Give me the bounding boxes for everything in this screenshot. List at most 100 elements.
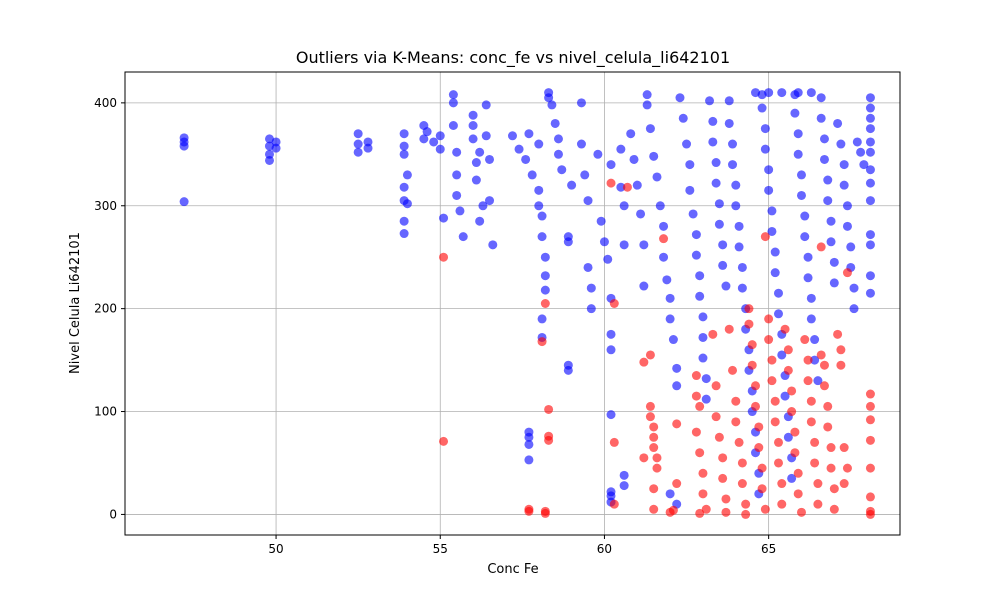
data-point (865, 401, 875, 411)
data-point (540, 299, 550, 308)
data-point (790, 448, 800, 458)
data-point (760, 124, 770, 134)
data-point (787, 473, 797, 483)
data-point (606, 345, 616, 355)
data-point (649, 484, 659, 494)
data-point (468, 110, 478, 120)
data-point (271, 143, 281, 153)
data-point (524, 439, 534, 449)
data-point (452, 170, 462, 180)
data-point (485, 154, 495, 164)
data-point (540, 271, 550, 281)
x-tick-label: 55 (433, 542, 448, 556)
data-point (764, 314, 774, 324)
y-tick-label: 0 (109, 507, 117, 521)
data-point (806, 293, 816, 303)
data-point (662, 275, 672, 285)
data-point (714, 199, 724, 209)
data-point (718, 260, 728, 270)
data-point (829, 504, 839, 514)
data-point (399, 149, 409, 159)
data-point (803, 273, 813, 283)
data-point (800, 211, 810, 221)
data-point (179, 197, 189, 207)
data-point (849, 283, 859, 293)
data-point (619, 481, 629, 491)
data-point (691, 391, 701, 401)
data-point (701, 394, 711, 404)
data-point (813, 479, 823, 489)
data-point (544, 93, 554, 103)
data-point (524, 129, 534, 139)
data-point (481, 100, 491, 110)
data-point (264, 149, 274, 159)
data-point (780, 391, 790, 401)
data-point (691, 427, 701, 437)
data-point (718, 240, 728, 250)
data-point (793, 149, 803, 159)
data-point (737, 262, 747, 272)
y-tick-label: 300 (94, 199, 117, 213)
data-point (422, 127, 432, 137)
data-point (865, 435, 875, 445)
data-point (751, 381, 761, 391)
data-point (816, 350, 826, 360)
data-point (865, 240, 875, 250)
data-point (652, 453, 662, 463)
data-point (737, 458, 747, 468)
data-point (652, 463, 662, 473)
y-axis-label: Nivel Celula Li642101 (68, 232, 83, 374)
data-point (813, 376, 823, 386)
data-point (642, 90, 652, 100)
data-point (652, 172, 662, 182)
data-point (508, 131, 517, 141)
data-point (737, 479, 747, 489)
data-point (452, 190, 462, 200)
data-point (718, 473, 728, 483)
data-point (839, 479, 849, 489)
data-point (836, 139, 846, 149)
data-point (402, 170, 412, 180)
data-point (455, 206, 465, 216)
data-point (399, 216, 409, 226)
data-point (728, 160, 738, 170)
data-point (537, 211, 547, 221)
data-point (773, 437, 783, 447)
data-point (754, 422, 764, 432)
data-point (665, 293, 675, 303)
data-point (698, 468, 708, 478)
data-point (839, 160, 849, 170)
data-point (865, 196, 875, 206)
data-point (524, 432, 534, 442)
data-point (711, 381, 721, 391)
data-point (819, 381, 829, 391)
data-point (695, 448, 705, 458)
data-point (672, 363, 682, 373)
data-point (675, 93, 685, 103)
data-point (800, 335, 810, 345)
data-point (639, 453, 649, 463)
data-point (803, 355, 813, 365)
y-tick-label: 200 (94, 302, 117, 316)
data-point (810, 437, 820, 447)
data-point (553, 134, 563, 144)
data-point (524, 506, 534, 516)
data-point (688, 209, 698, 219)
data-point (619, 470, 629, 480)
data-point (813, 499, 823, 509)
data-point (836, 345, 846, 355)
data-point (724, 324, 734, 334)
data-point (803, 252, 813, 262)
data-point (448, 90, 458, 100)
data-point (721, 507, 731, 517)
data-point (708, 137, 718, 147)
data-point (544, 404, 554, 414)
data-point (695, 291, 705, 301)
data-point (629, 154, 639, 164)
data-point (448, 121, 458, 131)
data-point (714, 432, 724, 442)
data-point (852, 137, 862, 147)
data-point (764, 185, 774, 195)
